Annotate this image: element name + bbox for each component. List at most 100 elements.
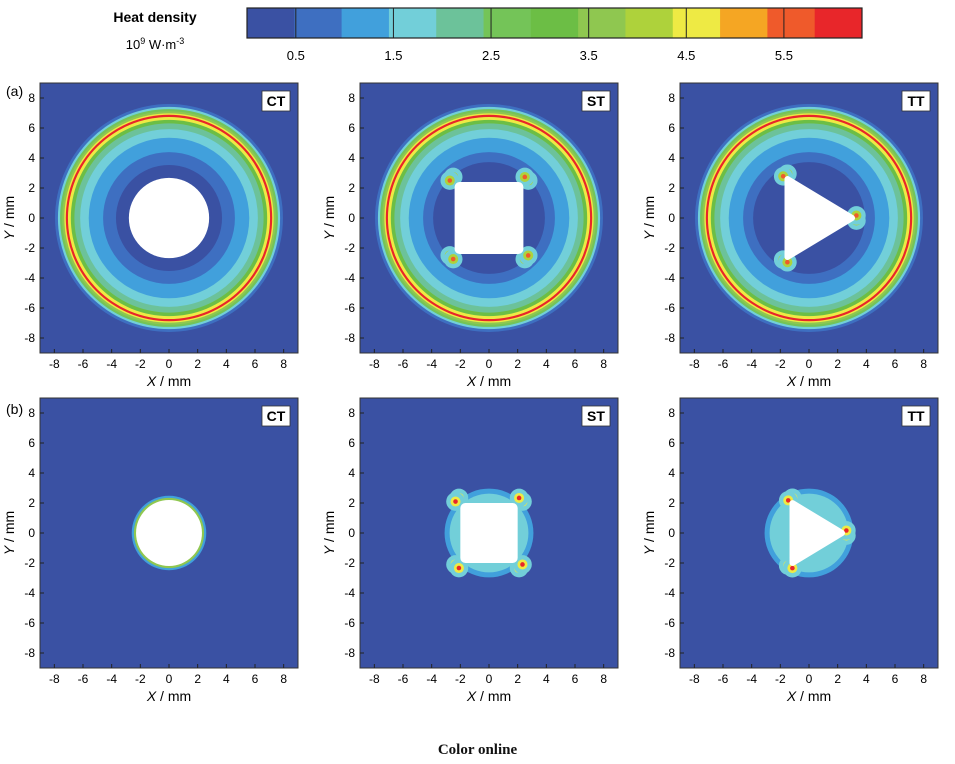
y-tick-label: 0 xyxy=(668,211,675,225)
colorbar-title: Heat density xyxy=(113,9,196,25)
panel-tag-box xyxy=(901,405,931,427)
x-tick-label: -4 xyxy=(426,672,437,686)
x-tick-label: -2 xyxy=(135,672,146,686)
panel-tag: ST xyxy=(587,408,605,424)
colorbar-tick-label: 3.5 xyxy=(580,48,598,63)
panel-tag: CT xyxy=(267,93,286,109)
y-tick-label: 6 xyxy=(348,121,355,135)
plot-area xyxy=(360,398,618,668)
y-tick-label: -4 xyxy=(344,271,355,285)
y-axis-unit: / mm xyxy=(641,511,657,546)
y-tick-label: -4 xyxy=(664,271,675,285)
x-tick-label: -6 xyxy=(398,357,409,371)
x-tick-label: 2 xyxy=(194,672,201,686)
x-axis-label: X / mm xyxy=(786,373,831,389)
plot-area xyxy=(680,398,938,668)
x-tick-label: -4 xyxy=(106,672,117,686)
x-tick-label: -6 xyxy=(78,357,89,371)
x-tick-label: 8 xyxy=(600,672,607,686)
corner-core-0-1 xyxy=(522,174,528,180)
y-axis-label: Y / mm xyxy=(1,511,17,555)
row-label-b: (b) xyxy=(6,401,23,417)
x-axis-label: X / mm xyxy=(146,373,191,389)
y-tick-label: -6 xyxy=(664,616,675,630)
plot-area xyxy=(40,83,298,353)
x-axis-unit: / mm xyxy=(476,688,511,704)
y-tick-label: 4 xyxy=(28,466,35,480)
colorbar: Heat density 109 W·m-3 0.5 1.5 2.5 3.5 4.5 5.… xyxy=(113,7,863,63)
x-tick-label: 2 xyxy=(514,672,521,686)
x-tick-label: -6 xyxy=(78,672,89,686)
colorbar-tick-label: 0.5 xyxy=(287,48,305,63)
corner-core-3-1 xyxy=(520,562,525,567)
colorbar-cell-3 xyxy=(388,8,437,38)
colorbar-tick-label: 5.5 xyxy=(775,48,793,63)
y-axis-label: Y / mm xyxy=(321,196,337,240)
y-tick-label: 2 xyxy=(28,496,35,510)
corner-core-2-1 xyxy=(790,565,795,571)
x-axis-label: X / mm xyxy=(466,688,511,704)
x-tick-label: 0 xyxy=(806,357,813,371)
y-tick-label: -4 xyxy=(24,586,35,600)
x-tick-label: 6 xyxy=(252,357,259,371)
plot-area xyxy=(680,83,938,353)
y-tick-label: 4 xyxy=(348,151,355,165)
x-tick-label: -8 xyxy=(369,357,380,371)
unit-exponent: 9 xyxy=(140,36,145,46)
colorbar-cell-10 xyxy=(720,8,768,38)
colorbar-unit: 109 W·m-3 xyxy=(126,36,185,52)
y-axis-unit: / mm xyxy=(1,196,17,231)
y-axis-label: Y / mm xyxy=(641,511,657,555)
y-tick-label: 6 xyxy=(348,436,355,450)
y-tick-label: -8 xyxy=(24,331,35,345)
x-tick-label: 8 xyxy=(280,672,287,686)
x-tick-label: 0 xyxy=(166,357,173,371)
x-axis-variable: X xyxy=(786,373,797,389)
y-tick-label: -6 xyxy=(344,616,355,630)
x-tick-label: 2 xyxy=(194,357,201,371)
colorbar-frame xyxy=(246,7,863,39)
hole-triangle xyxy=(784,176,855,260)
y-tick-label: 8 xyxy=(668,91,675,105)
corner-core-3-1 xyxy=(525,253,531,258)
x-tick-label: -8 xyxy=(49,672,60,686)
hole-circle xyxy=(128,177,210,259)
y-tick-label: -8 xyxy=(344,331,355,345)
x-tick-label: 8 xyxy=(600,357,607,371)
x-axis-variable: X xyxy=(786,688,797,704)
hole-square xyxy=(454,182,524,254)
y-tick-label: -8 xyxy=(344,646,355,660)
x-tick-label: -2 xyxy=(455,672,466,686)
colorbar-cell-1 xyxy=(294,8,343,38)
y-tick-label: 2 xyxy=(348,181,355,195)
x-tick-label: 6 xyxy=(572,357,579,371)
y-tick-label: 8 xyxy=(348,406,355,420)
colorbar-tick-label: 1.5 xyxy=(384,48,402,63)
corner-core-1-1 xyxy=(447,178,453,183)
y-tick-label: 0 xyxy=(28,526,35,540)
corner-core-1-1 xyxy=(785,498,791,503)
x-tick-label: -4 xyxy=(746,672,757,686)
x-tick-label: 4 xyxy=(223,357,230,371)
y-tick-label: 8 xyxy=(28,91,35,105)
y-tick-label: 8 xyxy=(28,406,35,420)
corner-core-2-1 xyxy=(450,256,456,262)
panel-tag-box xyxy=(581,90,611,112)
y-axis-variable: Y xyxy=(1,544,17,555)
x-axis-label: X / mm xyxy=(466,373,511,389)
y-axis-variable: Y xyxy=(641,544,657,555)
y-tick-label: -6 xyxy=(344,301,355,315)
colorbar-cell-4 xyxy=(436,8,485,38)
y-tick-label: 0 xyxy=(28,211,35,225)
y-tick-label: 2 xyxy=(28,181,35,195)
x-tick-label: -4 xyxy=(746,357,757,371)
colorbar-cell-9 xyxy=(672,8,721,38)
colorbar-tick-labels: 0.5 1.5 2.5 3.5 4.5 5.5 xyxy=(287,8,793,63)
colorbar-cell-12 xyxy=(814,8,863,38)
y-tick-label: 2 xyxy=(668,181,675,195)
x-tick-label: 0 xyxy=(806,672,813,686)
